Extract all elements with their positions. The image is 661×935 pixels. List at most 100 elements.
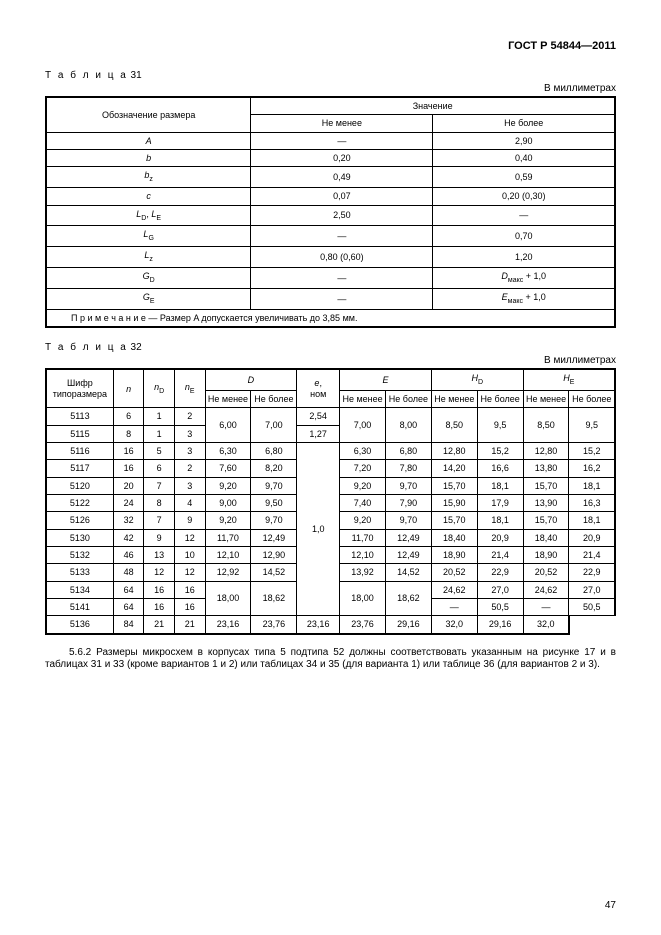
t32-HEmax: 21,4 <box>569 547 615 564</box>
t32-HDmax: 22,9 <box>477 564 523 581</box>
t32-nE: 3 <box>174 425 205 442</box>
t31-max: — <box>433 205 615 226</box>
t32-h-D: D <box>205 369 297 390</box>
t32-code: 5134 <box>46 581 113 598</box>
t32-nD: 5 <box>144 443 175 460</box>
t32-Dmax: 23,76 <box>251 616 297 634</box>
t31-min: 0,07 <box>251 188 433 205</box>
t32-code: 5117 <box>46 460 113 477</box>
t32-Dmax: 18,62 <box>251 581 297 616</box>
t32-HDmax: 9,5 <box>477 408 523 443</box>
t32-Dmax: 12,49 <box>251 529 297 546</box>
t32-Dmin: 6,30 <box>205 443 251 460</box>
t32-HDmin: — <box>431 599 477 616</box>
table31-label-word: Т а б л и ц а <box>45 70 128 81</box>
t32-Dmin: 9,20 <box>205 512 251 529</box>
t32-HEmin: 29,16 <box>477 616 523 634</box>
t32-Emin: 12,10 <box>340 547 386 564</box>
t32-Dmax: 6,80 <box>251 443 297 460</box>
t31-param: b <box>46 150 251 167</box>
t32-Dmax: 14,52 <box>251 564 297 581</box>
t32-HDmin: 15,90 <box>431 495 477 512</box>
t32-Emax: 7,90 <box>385 495 431 512</box>
t32-n: 20 <box>113 477 144 494</box>
t32-nD: 16 <box>144 581 175 598</box>
t32-HDmax: 16,6 <box>477 460 523 477</box>
t32-HEmin: 15,70 <box>523 512 569 529</box>
t32-code: 5116 <box>46 443 113 460</box>
t32-code: 5126 <box>46 512 113 529</box>
t32-n: 64 <box>113 581 144 598</box>
t32-Emin: 9,20 <box>340 512 386 529</box>
t31-max: Dмакс + 1,0 <box>433 268 615 289</box>
t32-nD: 8 <box>144 495 175 512</box>
t32-nE: 12 <box>174 529 205 546</box>
t32-HDmin: 24,62 <box>431 581 477 598</box>
t32-Dmin: 12,92 <box>205 564 251 581</box>
t32-Emin: 7,40 <box>340 495 386 512</box>
body-paragraph: 5.6.2 Размеры микросхем в корпусах типа … <box>45 647 616 672</box>
t32-HDmin: 29,16 <box>385 616 431 634</box>
t32-HDmax: 18,1 <box>477 477 523 494</box>
t32-nD: 21 <box>144 616 175 634</box>
t32-Emin: 23,16 <box>297 616 340 634</box>
t32-Dmax: 12,90 <box>251 547 297 564</box>
t32-h-HEmin: Не менее <box>523 390 569 407</box>
t32-Emax: 23,76 <box>340 616 386 634</box>
t31-head-value: Значение <box>251 97 615 115</box>
t32-Emin: 7,20 <box>340 460 386 477</box>
t32-h-HEmax: Не более <box>569 390 615 407</box>
t32-n: 8 <box>113 425 144 442</box>
t32-nD: 16 <box>144 599 175 616</box>
t32-Emax: 9,70 <box>385 477 431 494</box>
t32-HEmax: 16,2 <box>569 460 615 477</box>
t32-HEmin: 20,52 <box>523 564 569 581</box>
t32-code: 5113 <box>46 408 113 425</box>
t31-param: LG <box>46 226 251 247</box>
document-header: ГОСТ Р 54844—2011 <box>45 40 616 52</box>
t32-nD: 1 <box>144 408 175 425</box>
t32-nD: 12 <box>144 564 175 581</box>
t32-code: 5115 <box>46 425 113 442</box>
t32-n: 46 <box>113 547 144 564</box>
t32-h-HE: HE <box>523 369 615 390</box>
table31-label: Т а б л и ц а 31 <box>45 70 616 81</box>
t32-nD: 13 <box>144 547 175 564</box>
t31-max: 0,20 (0,30) <box>433 188 615 205</box>
t32-nE: 2 <box>174 408 205 425</box>
t32-HEmin: 8,50 <box>523 408 569 443</box>
t32-h-E: E <box>340 369 432 390</box>
t32-nE: 3 <box>174 477 205 494</box>
t31-min: — <box>251 132 433 149</box>
t32-HEmin: 18,40 <box>523 529 569 546</box>
t31-head-param: Обозначение размера <box>46 97 251 132</box>
t32-nD: 7 <box>144 477 175 494</box>
t32-n: 16 <box>113 460 144 477</box>
t31-max: 0,59 <box>433 167 615 188</box>
t32-nE: 3 <box>174 443 205 460</box>
t31-min: — <box>251 226 433 247</box>
t31-max: 1,20 <box>433 247 615 268</box>
t32-HEmax: 15,2 <box>569 443 615 460</box>
t32-n: 24 <box>113 495 144 512</box>
t32-h-HDmax: Не более <box>477 390 523 407</box>
t32-h-nD: nD <box>144 369 175 408</box>
table32: Шифр типоразмера n nD nE D e,ном E HD HE… <box>45 368 616 635</box>
t32-nD: 1 <box>144 425 175 442</box>
t31-min: 0,80 (0,60) <box>251 247 433 268</box>
t32-code: 5133 <box>46 564 113 581</box>
t31-param: A <box>46 132 251 149</box>
t32-HEmin: 15,70 <box>523 477 569 494</box>
t32-nD: 6 <box>144 460 175 477</box>
t32-HEmin: 12,80 <box>523 443 569 460</box>
t31-min: — <box>251 268 433 289</box>
t32-n: 16 <box>113 443 144 460</box>
t31-min: 0,49 <box>251 167 433 188</box>
t32-enom: 2,54 <box>297 408 340 425</box>
t32-HDmin: 18,40 <box>431 529 477 546</box>
t32-Emin: 6,30 <box>340 443 386 460</box>
t32-Emax: 9,70 <box>385 512 431 529</box>
t32-HDmax: 15,2 <box>477 443 523 460</box>
page-number: 47 <box>605 900 616 911</box>
table32-label: Т а б л и ц а 32 <box>45 342 616 353</box>
